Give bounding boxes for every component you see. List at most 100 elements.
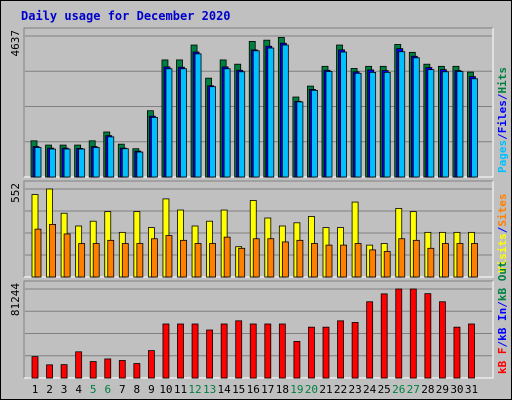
day-label: 5 — [90, 383, 97, 396]
kbytes-bar-kb-f — [453, 326, 461, 379]
kbytes-legend-item: / — [496, 301, 509, 308]
visits-bar-sites — [267, 238, 275, 278]
kbytes-bar-kb-f — [468, 323, 475, 379]
hits-bar-pages — [354, 72, 362, 178]
day-label: 3 — [61, 383, 68, 396]
visits-bar-sites — [427, 247, 435, 278]
day-label: 30 — [450, 383, 463, 396]
hits-bar-pages — [92, 147, 100, 178]
day-label: 14 — [218, 383, 232, 396]
visits-legend: Visits/Sites — [496, 194, 509, 274]
day-label: 8 — [134, 383, 141, 396]
hits-bar-pages — [383, 71, 391, 178]
visits-bar-sites — [369, 249, 377, 278]
kbytes-bar-kb-f — [366, 301, 374, 379]
visits-bar-sites — [194, 243, 202, 278]
hits-legend-item: Files — [496, 100, 509, 133]
visits-bar-sites — [49, 223, 56, 278]
visits-legend-item: / — [496, 226, 509, 233]
day-label: 26 — [392, 383, 405, 396]
hits-bar-pages — [150, 117, 158, 178]
day-label: 24 — [363, 383, 377, 396]
kbytes-frame-shadow — [23, 280, 493, 378]
kbytes-bar-kb-f — [293, 341, 301, 379]
visits-bar-sites — [150, 238, 158, 278]
kbytes-bar-kb-f — [147, 350, 155, 379]
day-label: 13 — [203, 383, 216, 396]
hits-legend-item: Pages — [496, 140, 509, 173]
hits-bar-pages — [325, 71, 333, 178]
kbytes-bar-kb-f — [322, 326, 330, 379]
day-label: 21 — [319, 383, 332, 396]
chart-title: Daily usage for December 2020 — [21, 9, 231, 23]
hits-legend-item: / — [496, 93, 509, 100]
visits-bar-sites — [412, 239, 420, 278]
hits-bar-pages — [165, 68, 173, 178]
day-label: 20 — [305, 383, 318, 396]
kbytes-bar-kb-f — [89, 361, 97, 379]
hits-legend: Pages/Files/Hits — [496, 67, 509, 173]
visits-bar-sites — [209, 243, 217, 278]
day-label: 2 — [46, 383, 53, 396]
hits-bar-pages — [223, 68, 231, 178]
visits-bar-sites — [180, 239, 187, 278]
hits-bar-pages — [252, 50, 260, 178]
kbytes-legend-item: kB Out — [496, 261, 509, 301]
kbytes-bar-kb-f — [31, 356, 39, 379]
visits-bar-sites — [34, 228, 42, 278]
hits-bar-pages — [427, 69, 435, 178]
kbytes-bar-kb-f — [351, 322, 359, 379]
hits-bar-pages — [238, 71, 246, 178]
visits-bar-sites — [311, 243, 318, 278]
kbytes-bar-kb-f — [46, 364, 53, 379]
kbytes-bar-kb-f — [60, 364, 68, 379]
kbytes-bar-kb-f — [162, 323, 170, 379]
hits-bar-pages — [194, 53, 202, 178]
kbytes-bar-kb-f — [206, 329, 214, 379]
hits-bar-pages — [267, 47, 275, 178]
visits-bar-sites — [136, 243, 144, 278]
hits-bar-pages — [281, 44, 289, 178]
hits-frame-shadow — [23, 27, 493, 177]
visits-bar-sites — [383, 251, 391, 278]
hits-bar-pages — [34, 147, 42, 178]
day-label: 17 — [261, 383, 274, 396]
hits-legend-item: Hits — [496, 67, 509, 94]
visits-bar-sites — [63, 233, 71, 278]
day-label: 11 — [174, 383, 187, 396]
kbytes-bar-kb-f — [438, 301, 446, 379]
hits-bar-pages — [209, 86, 217, 178]
day-label: 16 — [247, 383, 260, 396]
day-label: 23 — [348, 383, 361, 396]
hits-bar-pages — [311, 89, 318, 178]
kbytes-bar-kb-f — [424, 293, 432, 379]
hits-bar-pages — [121, 148, 129, 178]
day-label: 28 — [421, 383, 434, 396]
visits-bar-sites — [223, 236, 231, 278]
visits-bar-sites — [252, 238, 260, 278]
hits-bar-pages — [78, 148, 86, 178]
day-label: 15 — [232, 383, 245, 396]
kbytes-bar-kb-f — [308, 326, 315, 379]
kbytes-legend-item: / — [496, 341, 509, 348]
day-label: 7 — [119, 383, 126, 396]
kbytes-bar-kb-f — [133, 363, 141, 379]
visits-legend-item: Sites — [496, 194, 509, 227]
visits-bar-sites — [296, 239, 304, 278]
day-label: 19 — [290, 383, 303, 396]
hits-bar-pages — [471, 78, 478, 178]
day-label: 22 — [334, 383, 347, 396]
hits-bar-pages — [340, 51, 347, 178]
day-label: 25 — [378, 383, 391, 396]
hits-bar-pages — [63, 148, 71, 178]
kbytes-bar-kb-f — [235, 320, 243, 379]
day-label: 31 — [465, 383, 478, 396]
visits-bar-sites — [325, 244, 333, 278]
visits-bar-sites — [340, 244, 347, 278]
kbytes-bar-kb-f — [264, 323, 272, 379]
hits-bar-pages — [398, 51, 406, 178]
visits-bar-sites — [456, 243, 464, 278]
visits-bar-sites — [398, 238, 406, 278]
